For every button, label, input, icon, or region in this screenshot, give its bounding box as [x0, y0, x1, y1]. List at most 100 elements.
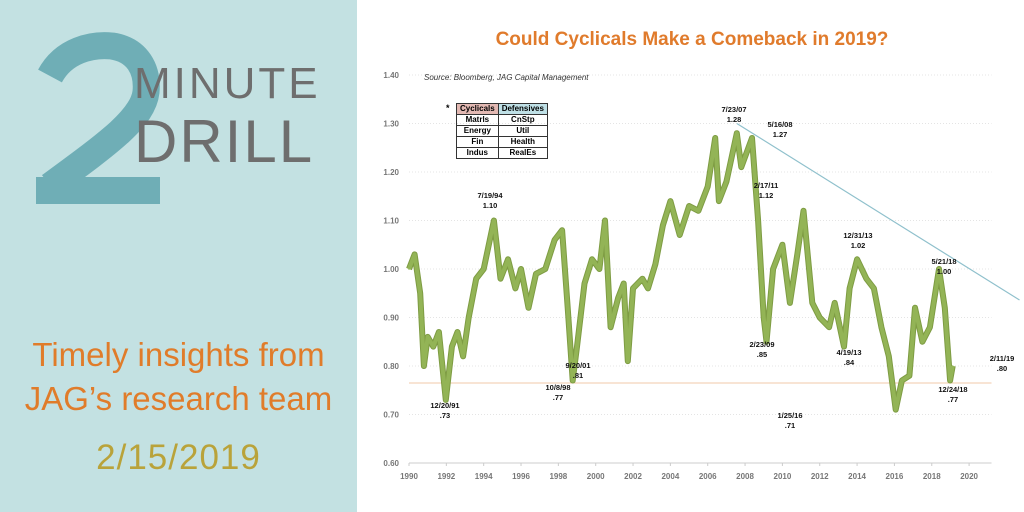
data-point	[507, 258, 509, 261]
annotation-date: 2/17/11	[754, 181, 779, 190]
x-tick-label: 2008	[736, 472, 754, 481]
annotation-value: .81	[573, 371, 583, 380]
data-point	[561, 229, 563, 231]
y-tick-label: 0.60	[383, 459, 399, 468]
annotation-date: 5/21/18	[931, 257, 956, 266]
data-point	[627, 360, 629, 362]
x-tick-label: 2020	[960, 472, 978, 481]
legend-cell: Health	[497, 136, 548, 148]
data-point	[740, 166, 743, 168]
data-point	[688, 205, 690, 207]
data-point	[413, 253, 416, 256]
data-point	[789, 302, 791, 304]
x-tick-label: 1990	[400, 472, 418, 481]
data-point	[706, 185, 709, 188]
data-point	[757, 219, 759, 222]
logo-word-drill: DRILL	[134, 108, 315, 175]
annotation-date: 1/25/16	[777, 411, 802, 420]
data-point	[914, 307, 916, 309]
data-point	[566, 307, 569, 309]
data-point	[456, 331, 459, 333]
data-point	[678, 234, 681, 236]
data-point	[811, 302, 814, 304]
data-point	[949, 379, 951, 382]
data-point	[751, 137, 753, 139]
data-point	[833, 302, 836, 304]
data-point	[736, 132, 738, 134]
annotation-date: 12/31/13	[843, 231, 872, 240]
annotation-date: 12/20/91	[430, 401, 459, 410]
annotation-date: 12/24/18	[938, 385, 967, 394]
data-point	[901, 379, 903, 382]
x-tick-label: 1994	[475, 472, 493, 481]
data-point	[591, 258, 593, 261]
data-point	[944, 307, 946, 309]
publish-date: 2/15/2019	[96, 438, 261, 477]
x-tick-label: 2006	[699, 472, 717, 481]
annotation-value: 1.10	[483, 201, 498, 210]
data-point	[632, 287, 634, 290]
x-tick-label: 2004	[661, 472, 679, 481]
data-point	[873, 287, 875, 290]
x-tick-label: 1996	[512, 472, 530, 481]
data-point	[609, 326, 612, 329]
x-tick-label: 2000	[587, 472, 605, 481]
data-point	[865, 277, 868, 280]
data-point	[604, 219, 606, 222]
data-point	[622, 282, 625, 285]
data-point	[856, 258, 858, 261]
trend-line	[736, 122, 1020, 301]
logo-two-base	[36, 177, 160, 204]
data-point	[576, 345, 578, 348]
x-tick-label: 2012	[811, 472, 829, 481]
data-point	[818, 316, 821, 319]
data-point	[451, 345, 453, 348]
data-point	[718, 200, 720, 202]
data-point	[514, 287, 517, 290]
y-tick-label: 1.10	[383, 217, 399, 226]
legend-cell: CnStp	[497, 114, 548, 126]
legend-cell: Fin	[456, 136, 499, 148]
annotation-value: .85	[757, 350, 767, 359]
legend-cell: RealEs	[497, 147, 548, 159]
legend-marker: *	[446, 103, 450, 113]
x-tick-label: 2002	[624, 472, 642, 481]
data-point	[527, 307, 530, 309]
data-point	[499, 277, 502, 280]
data-point	[598, 268, 601, 270]
data-point	[432, 345, 435, 348]
annotation-date: 9/20/01	[565, 361, 590, 370]
data-point	[938, 268, 940, 270]
x-tick-label: 2014	[848, 472, 866, 481]
annotation-value: 1.00	[937, 267, 952, 276]
logo-number-two	[36, 32, 160, 204]
y-tick-label: 0.90	[383, 314, 399, 323]
chart: 0.60 0.70 0.80 0.90 1.00 1.10 1.20 1.30 1.40 1990…	[383, 71, 1020, 481]
annotation-value: 1.02	[851, 241, 866, 250]
sector-legend-table: Cyclicals Defensives Matrls CnStp Energy U…	[456, 103, 548, 159]
legend-cell: Matrls	[456, 114, 499, 126]
data-point	[714, 137, 716, 139]
legend-cell: Energy	[456, 125, 499, 137]
legend-cell: Util	[497, 125, 548, 137]
annotation-value: .73	[440, 411, 450, 420]
annotation-value: .84	[844, 358, 855, 367]
data-point	[828, 326, 830, 329]
data-point	[765, 340, 768, 343]
data-point	[423, 365, 425, 367]
annotation-value: .71	[785, 421, 795, 430]
data-point	[781, 243, 784, 246]
x-tick-label: 2018	[923, 472, 941, 481]
data-point	[482, 268, 485, 270]
annotation-date: 7/23/07	[721, 105, 746, 114]
series-line	[407, 131, 955, 412]
data-point	[654, 263, 657, 265]
data-point	[888, 355, 890, 358]
data-point	[848, 287, 851, 290]
y-tick-label: 0.80	[383, 362, 399, 371]
annotation-date: 7/19/94	[477, 191, 503, 200]
chart-title: Could Cyclicals Make a Comeback in 2019?	[495, 29, 889, 50]
data-point	[647, 287, 649, 290]
annotation-value: 1.12	[759, 191, 774, 200]
data-point	[697, 210, 700, 212]
